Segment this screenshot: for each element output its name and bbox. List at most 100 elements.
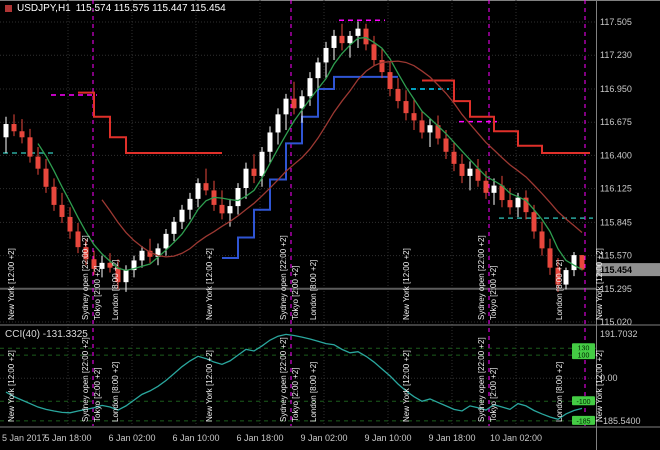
session-label-main: London [8:00 +2]	[555, 260, 564, 320]
time-axis-label: 9 Jan 10:00	[364, 433, 411, 443]
candle-body	[363, 28, 369, 45]
ma-fast-line[interactable]	[37, 36, 583, 271]
session-label-main: New York [12:00 +2]	[595, 248, 604, 320]
candle-body	[179, 209, 185, 222]
candle-body	[35, 156, 41, 169]
candle-body	[507, 200, 513, 208]
session-label-main: New York [12:00 +2]	[402, 248, 411, 320]
price-axis-label: 116.400	[600, 150, 632, 160]
candle-body	[75, 231, 81, 248]
time-axis-label: 6 Jan 02:00	[108, 433, 155, 443]
candle-body	[395, 89, 401, 102]
candle-body	[499, 185, 505, 201]
candle-body	[419, 120, 425, 133]
candle-body	[467, 168, 473, 176]
candle-body	[123, 270, 129, 283]
session-label-cci: Sydney open [22:00 +2]	[477, 337, 486, 422]
time-axis-label: 5 Jan 2017	[2, 433, 47, 443]
candle-body	[203, 183, 209, 191]
candle-body	[115, 267, 121, 283]
session-label-main: London [8:00 +2]	[309, 260, 318, 320]
session-label-cci: London [8:00 +2]	[111, 362, 120, 422]
price-axis-label: 116.950	[600, 84, 632, 94]
cci-axis-label: -185.5400	[600, 416, 641, 426]
cci-axis-label: 191.7032	[600, 329, 638, 339]
price-axis-label: 117.505	[600, 17, 632, 27]
candle-body	[339, 35, 345, 44]
candle-body	[451, 151, 457, 164]
candle-body	[51, 186, 57, 205]
trend-step-line[interactable]	[78, 91, 222, 154]
session-label-main: New York [12:00 +2]	[7, 248, 16, 320]
cci-level-badge-label: 100	[578, 353, 590, 360]
candle-body	[195, 183, 201, 199]
candle-body	[315, 62, 321, 79]
candle-body	[435, 125, 441, 139]
candle-body	[403, 101, 409, 114]
cci-level-badge[interactable]	[572, 415, 595, 425]
candle-body	[331, 35, 337, 48]
cci-level-badge[interactable]	[572, 350, 595, 360]
candle-body	[147, 250, 153, 257]
cci-level-badge-label: -185	[576, 418, 590, 425]
candle-body	[171, 221, 177, 234]
time-axis-label: 6 Jan 18:00	[236, 433, 283, 443]
price-axis-label: 116.675	[600, 117, 632, 127]
candle-body	[355, 28, 361, 36]
candle-body	[259, 151, 265, 176]
cci-line[interactable]	[5, 333, 583, 420]
candle-body	[491, 185, 497, 193]
candle-body	[3, 124, 9, 138]
candle-body	[11, 124, 17, 132]
candle-body	[323, 47, 329, 63]
candle-body	[579, 255, 585, 270]
candle-body	[91, 259, 97, 269]
current-price-value: 115.454	[600, 265, 632, 275]
price-axis-label: 117.230	[600, 50, 632, 60]
candle-body	[483, 180, 489, 193]
session-label-main: Sydney open [22:00 +2]	[477, 235, 486, 320]
candle-body	[371, 44, 377, 61]
session-label-cci: Tokyo [2:00 +2]	[93, 368, 102, 422]
session-label-cci: Sydney open [22:00 +2]	[81, 337, 90, 422]
candle-body	[99, 262, 105, 269]
price-axis-label: 115.845	[600, 217, 632, 227]
candle-body	[347, 35, 353, 44]
candle-body	[43, 168, 49, 187]
ma-slow-line[interactable]	[101, 60, 583, 258]
ohlc-values: 115.574 115.575 115.447 115.454	[75, 3, 226, 14]
candle-body	[291, 98, 297, 109]
session-label-cci: Tokyo [2:00 +2]	[291, 368, 300, 422]
session-label-cci: New York [12:00 +2]	[402, 350, 411, 422]
cci-level-badge[interactable]	[572, 396, 595, 406]
candle-body	[83, 247, 89, 260]
price-axis-label: 115.020	[600, 317, 632, 327]
candle-body	[107, 262, 113, 268]
session-label-main: New York [12:00 +2]	[205, 248, 214, 320]
session-label-main: Tokyo [2:00 +2]	[291, 266, 300, 320]
candle-body	[235, 187, 241, 207]
candle-body	[547, 248, 553, 268]
candle-body	[283, 98, 289, 115]
time-axis-label: 10 Jan 02:00	[490, 433, 542, 443]
trend-step-line[interactable]	[422, 79, 590, 154]
time-axis-label: 9 Jan 18:00	[428, 433, 475, 443]
price-axis-label: 116.125	[600, 184, 632, 194]
cci-axis-label: 0.00	[600, 373, 618, 383]
candle-body	[411, 113, 417, 121]
session-label-main: London [8:00 +2]	[111, 260, 120, 320]
session-label-main: Sydney open [22:00 +2]	[81, 235, 90, 320]
session-label-cci: Tokyo [2:00 +2]	[489, 368, 498, 422]
session-label-cci: New York [12:00 +2]	[205, 350, 214, 422]
cci-level-badge[interactable]	[572, 343, 595, 353]
candle-body	[299, 96, 305, 109]
candle-body	[251, 168, 257, 176]
candle-body	[155, 248, 161, 257]
trend-step-line[interactable]	[222, 75, 398, 260]
candle-body	[187, 198, 193, 210]
candle-body	[131, 260, 137, 271]
session-label-main: Tokyo [2:00 +2]	[489, 266, 498, 320]
